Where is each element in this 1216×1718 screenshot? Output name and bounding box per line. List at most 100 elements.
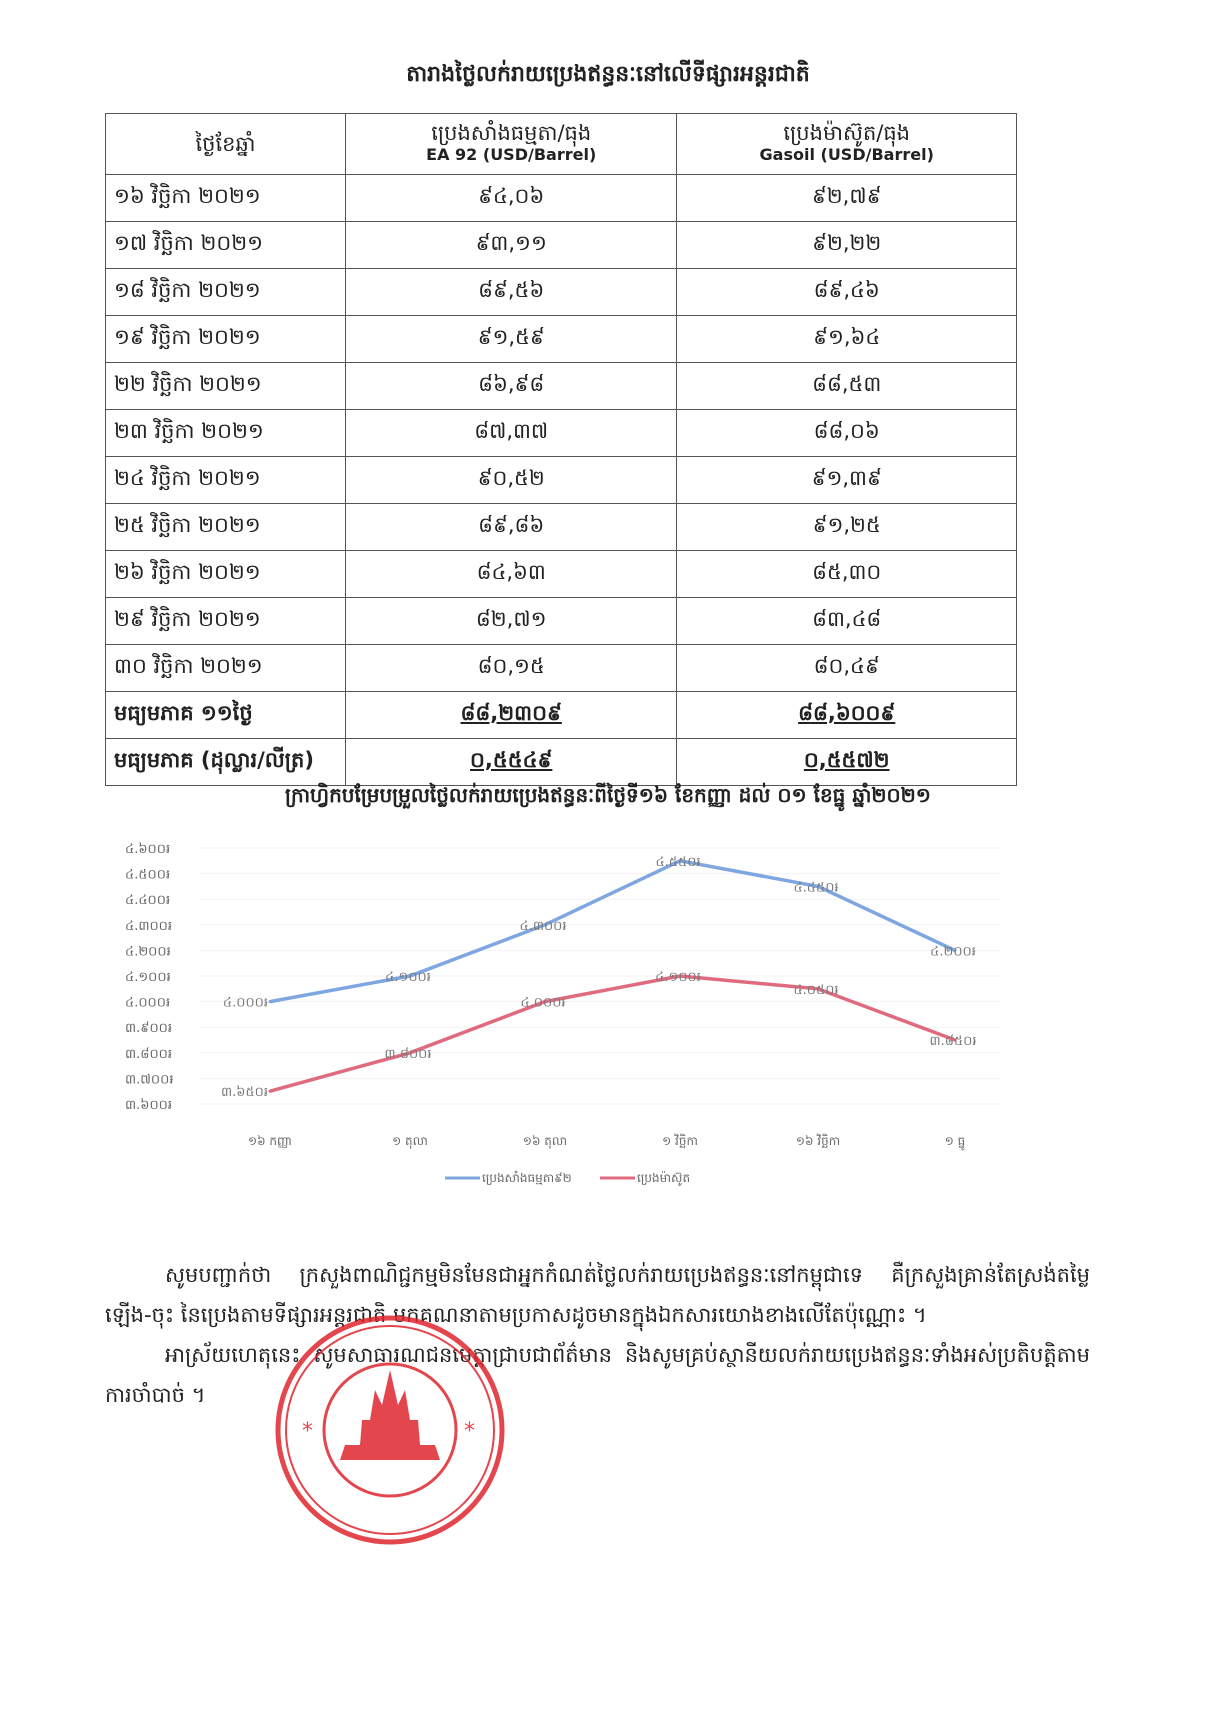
data-label: ៣.៨៥០៛	[930, 1034, 977, 1049]
table-row: ១៩ វិច្ឆិកា ២០២១ ៩១,៥៩ ៩១,៦៤	[105, 315, 1017, 363]
x-tick-label: ១ ធ្នូ	[945, 1134, 966, 1151]
date-cell: មធ្យមភាគ (ដុល្លារ/លីត្រ)	[105, 738, 346, 786]
ea92-cell: ៨៨,២៣០៩	[344, 691, 678, 739]
header-label: ប្រេងម៉ាស៊ូត/ធុង	[783, 121, 911, 145]
cell-text: ៨០,១៥	[477, 653, 545, 678]
data-label: ៣.៦៥០៛	[221, 1085, 268, 1100]
cell-text: ៨៥,៣០	[812, 559, 882, 584]
cell-text: ៩២,៧៩	[811, 183, 882, 208]
date-cell: ២៥ វិច្ឆិកា ២០២១	[105, 503, 346, 551]
gasoil-cell: ៩១,៦៤	[676, 315, 1017, 363]
cell-text: ១៧ វិច្ឆិកា ២០២១	[114, 230, 264, 255]
ea92-cell: ៨៦,៩៨	[344, 362, 678, 410]
data-point-0	[678, 859, 682, 863]
header-label: ថ្ងៃខែឆ្នាំ	[195, 132, 256, 156]
y-tick-label: ៤.៣០០៛	[125, 919, 172, 934]
svg-text:*: *	[302, 1419, 313, 1444]
y-tick-label: ៤.១០០៛	[125, 970, 171, 985]
y-tick-label: ៣.៨០០៛	[125, 1047, 172, 1062]
cell-text: ៨៩,៨៦	[478, 512, 545, 537]
date-cell: ២៤ វិច្ឆិកា ២០២១	[105, 456, 346, 504]
data-point-0	[953, 948, 957, 952]
gasoil-cell: ៨៨,៦០០៩	[676, 691, 1017, 739]
y-tick-label: ៤.០០០៛	[125, 996, 170, 1011]
table-title: តារាងថ្លៃលក់រាយប្រេងឥន្ធនៈនៅលើទីផ្សារអន្…	[406, 62, 810, 87]
data-label: ៤.៥៥០៛	[655, 855, 700, 870]
cell-text: ៩១,៦៤	[813, 324, 881, 349]
header-ea92: ប្រេងសាំងធម្មតា/ធុង EA 92 (USD/Barrel)	[344, 113, 678, 175]
header-sublabel: Gasoil (USD/Barrel)	[759, 145, 934, 164]
date-cell: ២៩ វិច្ឆិកា ២០២១	[105, 597, 346, 645]
cell-text: ៩៤,០៦	[478, 183, 545, 208]
data-label: ៤.០៥០៛	[793, 983, 838, 998]
table-row: ២៩ វិច្ឆិកា ២០២១ ៨២,៧១ ៨៣,៤៨	[105, 597, 1017, 645]
table-row: ២២ វិច្ឆិកា ២០២១ ៨៦,៩៨ ៨៨,៥៣	[105, 362, 1017, 410]
cell-text: ៨៦,៩៨	[478, 371, 545, 396]
average-row: មធ្យមភាគ (ដុល្លារ/លីត្រ) ០,៥៥៤៩ ០,៥៥៧២	[105, 738, 1017, 786]
cell-text: ២៤ វិច្ឆិកា ២០២១	[114, 465, 261, 490]
gasoil-cell: ៨៣,៤៨	[676, 597, 1017, 645]
cell-text: ១៨ វិច្ឆិកា ២០២១	[114, 277, 261, 302]
data-point-1	[816, 987, 820, 991]
svg-text:*: *	[464, 1419, 475, 1444]
data-point-0	[816, 884, 820, 888]
cell-text: ៨៣,៤៨	[812, 606, 882, 631]
table-row: ១៨ វិច្ឆិកា ២០២១ ៨៩,៥៦ ៨៩,៤៦	[105, 268, 1017, 316]
cell-text: ៨៨,២៣០៩	[460, 700, 562, 725]
date-cell: ១៦ វិច្ឆិកា ២០២១	[105, 174, 346, 222]
y-tick-label: ៤.៥០០៛	[125, 868, 170, 883]
gasoil-cell: ០,៥៥៧២	[676, 738, 1017, 786]
cell-text: ៩២,២២	[812, 230, 882, 255]
cell-text: ២៣ វិច្ឆិកា ២០២១	[114, 418, 264, 443]
y-tick-label: ៤.៤០០៛	[125, 893, 170, 908]
table-row: ៣០ វិច្ឆិកា ២០២១ ៨០,១៥ ៨០,៤៩	[105, 644, 1017, 692]
cell-text: ៨៩,៤៦	[813, 277, 880, 302]
table-row: ២៥ វិច្ឆិកា ២០២១ ៨៩,៨៦ ៩១,២៥	[105, 503, 1017, 551]
gasoil-cell: ៨៩,៤៦	[676, 268, 1017, 316]
gasoil-cell: ៨៥,៣០	[676, 550, 1017, 598]
data-label: ៤.៣០០៛	[520, 919, 567, 934]
cell-text: ២៦ វិច្ឆិកា ២០២១	[114, 559, 261, 584]
cell-text: ២៥ វិច្ឆិកា ២០២១	[114, 512, 261, 537]
cell-text: មធ្យមភាគ ១១ថ្ងៃ	[114, 700, 253, 725]
data-label: ៣.៨០០៛	[385, 1047, 432, 1062]
cell-text: ៨២,៧១	[475, 606, 547, 631]
cell-text: ៨៨,៦០០៩	[798, 700, 896, 725]
table-row: ១៧ វិច្ឆិកា ២០២១ ៩៣,១១ ៩២,២២	[105, 221, 1017, 269]
data-label: ៤.០០០៛	[520, 996, 565, 1011]
x-tick-label: ១ តុលា	[392, 1134, 428, 1149]
ea92-cell: ៨៩,៨៦	[344, 503, 678, 551]
date-cell: ២៦ វិច្ឆិកា ២០២១	[105, 550, 346, 598]
header-label: ប្រេងសាំងធម្មតា/ធុង	[431, 121, 592, 145]
data-label: ៤.១០០៛	[385, 970, 431, 985]
ea92-cell: ០,៥៥៤៩	[344, 738, 678, 786]
table-row: ១៦ វិច្ឆិកា ២០២១ ៩៤,០៦ ៩២,៧៩	[105, 174, 1017, 222]
table-row: ២៣ វិច្ឆិកា ២០២១ ៨៧,៣៧ ៨៨,០៦	[105, 409, 1017, 457]
data-point-1	[953, 1038, 957, 1042]
data-point-1	[268, 1089, 272, 1093]
cell-text: ០,៥៥៧២	[803, 747, 890, 772]
cell-text: ១៦ វិច្ឆិកា ២០២១	[114, 183, 261, 208]
data-label: ៤.២០០៛	[930, 944, 976, 959]
y-tick-label: ៣.៦០០៛	[125, 1098, 172, 1113]
series-line-1	[269, 974, 956, 1093]
legend-label: ប្រេងម៉ាស៊ូត	[637, 1170, 690, 1186]
x-tick-label: ១ វិច្ឆិកា	[662, 1133, 698, 1148]
date-cell: មធ្យមភាគ ១១ថ្ងៃ	[105, 691, 346, 739]
x-tick-label: ១៦ តុលា	[523, 1134, 567, 1149]
data-point-0	[543, 923, 547, 927]
date-cell: ២២ វិច្ឆិកា ២០២១	[105, 362, 346, 410]
gasoil-cell: ៨៨,០៦	[676, 409, 1017, 457]
cell-text: ៨៨,៥៣	[812, 371, 882, 396]
cell-text: ៩១,៣៩	[811, 465, 882, 490]
ministry-seal-stamp: * *	[275, 1315, 505, 1545]
cell-text: មធ្យមភាគ (ដុល្លារ/លីត្រ)	[114, 747, 314, 772]
date-cell: ១៩ វិច្ឆិកា ២០២១	[105, 315, 346, 363]
x-tick-label: ១៦ កញ្ញា	[248, 1134, 292, 1148]
cell-text: ៨៧,៣៧	[474, 418, 549, 443]
data-label: ៤.៤៥០៛	[793, 880, 838, 895]
series-line-0	[269, 858, 956, 1004]
y-tick-label: ៤.២០០៛	[125, 944, 171, 959]
header-date: ថ្ងៃខែឆ្នាំ	[105, 113, 346, 175]
